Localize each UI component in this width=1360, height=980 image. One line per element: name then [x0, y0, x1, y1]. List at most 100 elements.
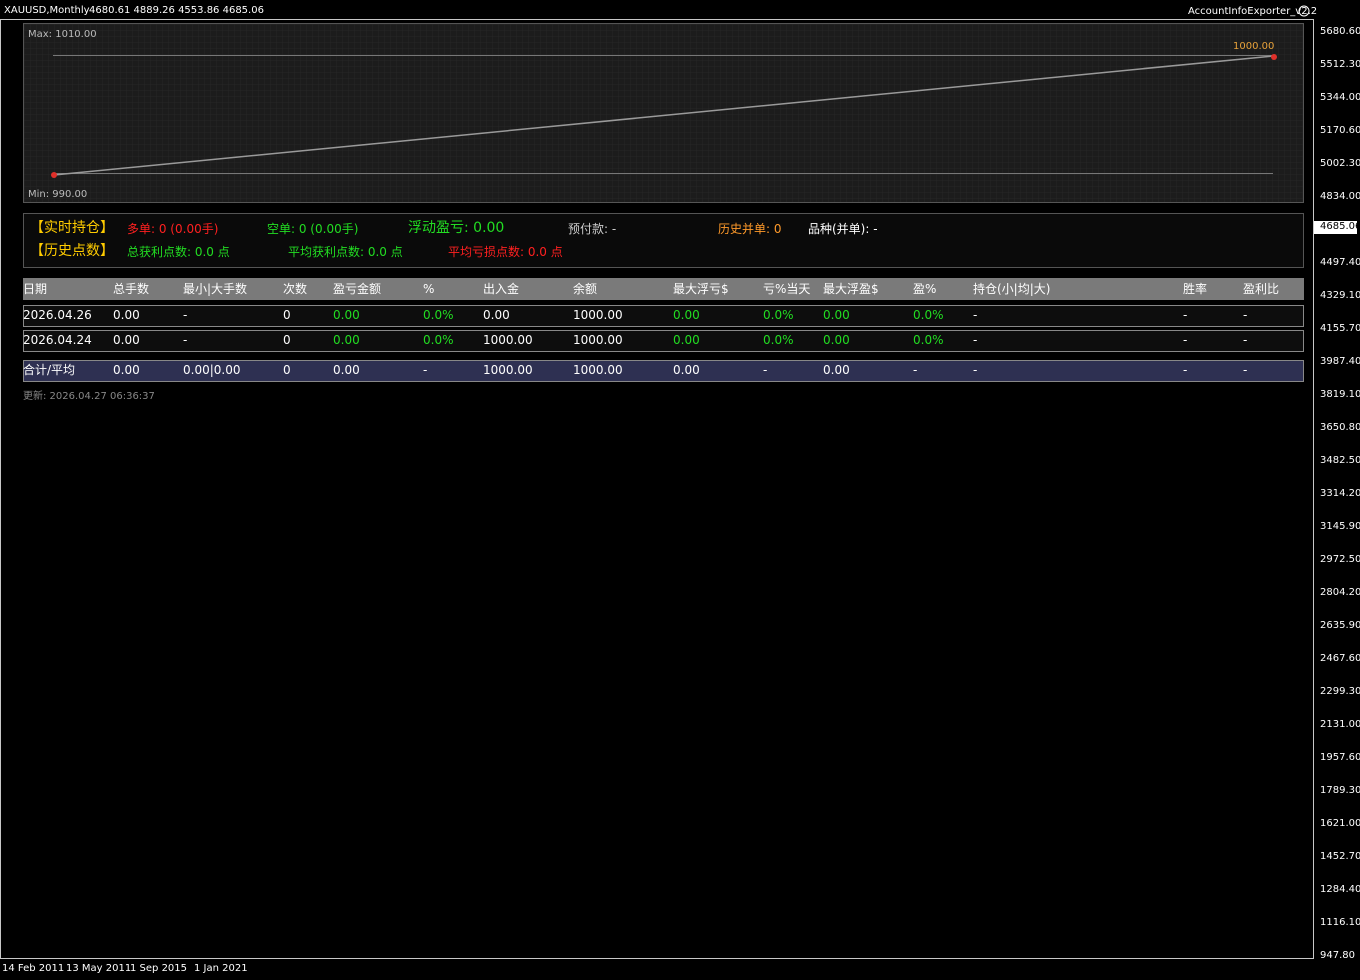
column-header: 次数 — [283, 282, 308, 296]
column-header: % — [423, 282, 435, 296]
table-cell: 0.0% — [913, 333, 944, 347]
panel-item: 预付款: - — [568, 222, 617, 236]
table-cell: 0.0% — [423, 308, 454, 322]
time-label: 13 May 2011 — [66, 963, 132, 974]
price-label: 947.80 — [1320, 950, 1355, 961]
equity-max: Max: 1010.00 — [28, 29, 97, 40]
total-cell: 0.00 — [333, 363, 360, 377]
price-label: 5512.30 — [1320, 59, 1360, 70]
price-label: 1452.70 — [1320, 851, 1360, 862]
table-header-bg — [23, 278, 1304, 300]
column-header: 最大浮盈$ — [823, 282, 879, 296]
table-cell: 0.0% — [763, 308, 794, 322]
price-label: 4834.00 — [1320, 191, 1360, 202]
panel-item: 【实时持仓】 — [30, 220, 114, 236]
equity-start-point — [51, 172, 57, 178]
smiley-icon — [1298, 5, 1310, 17]
total-cell: - — [1183, 363, 1188, 377]
total-cell: 1000.00 — [573, 363, 623, 377]
price-label: 1789.30 — [1320, 785, 1360, 796]
price-label: 5002.30 — [1320, 158, 1360, 169]
indicator-name: AccountInfoExporter_v2.2 — [1188, 6, 1318, 17]
column-header: 胜率 — [1183, 282, 1208, 296]
panel-item: 平均获利点数: 0.0 点 — [288, 245, 403, 259]
table-cell: 0 — [283, 308, 291, 322]
table-cell: 0.0% — [763, 333, 794, 347]
total-cell: - — [913, 363, 918, 377]
table-cell: - — [1243, 333, 1248, 347]
total-row-bg — [23, 360, 1304, 382]
price-label: 2635.90 — [1320, 620, 1360, 631]
symbol-label: XAUUSD,Monthly — [4, 5, 90, 16]
row-bg — [23, 330, 1304, 352]
total-cell: 0.00 — [823, 363, 850, 377]
total-cell: - — [763, 363, 768, 377]
equity-min: Min: 990.00 — [28, 189, 88, 200]
table-cell: 0.00 — [823, 308, 850, 322]
table-cell: 0.00 — [333, 333, 360, 347]
price-label: 4497.40 — [1320, 257, 1360, 268]
column-header: 盈% — [913, 282, 937, 296]
column-header: 盈亏金额 — [333, 282, 382, 296]
update-time: 更新: 2026.04.27 06:36:37 — [23, 391, 155, 402]
column-header: 总手数 — [113, 282, 150, 296]
panel-item: 平均亏损点数: 0.0 点 — [448, 245, 563, 259]
panel-item: 总获利点数: 0.0 点 — [127, 245, 230, 259]
column-header: 日期 — [23, 282, 48, 296]
row-bg — [23, 305, 1304, 327]
price-label: 2804.20 — [1320, 587, 1360, 598]
column-header: 盈利比 — [1243, 282, 1280, 296]
table-cell: 0.0% — [913, 308, 944, 322]
table-cell: 0 — [283, 333, 291, 347]
table-cell: - — [183, 333, 188, 347]
total-cell: 0.00|0.00 — [183, 363, 241, 377]
price-label: 1957.60 — [1320, 752, 1360, 763]
table-cell: 0.00 — [823, 333, 850, 347]
price-label: 3482.50 — [1320, 455, 1360, 466]
price-label: 5344.00 — [1320, 92, 1360, 103]
time-label: 14 Feb 2011 — [2, 963, 65, 974]
column-header: 最大浮亏$ — [673, 282, 729, 296]
table-cell: 0.00 — [483, 308, 510, 322]
table-cell: - — [1183, 308, 1188, 322]
price-label: 1284.40 — [1320, 884, 1360, 895]
total-cell: 1000.00 — [483, 363, 533, 377]
price-label: 2299.30 — [1320, 686, 1360, 697]
table-cell: 2026.04.24 — [23, 333, 92, 347]
chart-border — [0, 19, 1314, 959]
time-label: 1 Jan 2021 — [194, 963, 248, 974]
ohlc-label: 4680.61 4889.26 4553.86 4685.06 — [89, 5, 264, 16]
price-label: 3650.80 — [1320, 422, 1360, 433]
table-cell: 0.00 — [113, 308, 140, 322]
panel-item: 浮动盈亏: 0.00 — [408, 220, 505, 236]
table-cell: 2026.04.26 — [23, 308, 92, 322]
price-label: 5170.60 — [1320, 125, 1360, 136]
price-label: 2467.60 — [1320, 653, 1360, 664]
panel-item: 多单: 0 (0.00手) — [127, 222, 219, 236]
table-cell: 0.00 — [113, 333, 140, 347]
equity-box — [23, 23, 1304, 203]
equity-line — [53, 55, 1274, 176]
price-label: 1116.10 — [1320, 917, 1360, 928]
total-cell: 0 — [283, 363, 291, 377]
price-label: 4329.10 — [1320, 290, 1360, 301]
total-cell: - — [423, 363, 428, 377]
table-cell: - — [1243, 308, 1248, 322]
total-cell: 0.00 — [673, 363, 700, 377]
column-header: 最小|大手数 — [183, 282, 248, 296]
total-cell: 0.00 — [113, 363, 140, 377]
price-label: 2131.00 — [1320, 719, 1360, 730]
price-label: 1621.00 — [1320, 818, 1360, 829]
price-label: 3987.40 — [1320, 356, 1360, 367]
table-cell: - — [183, 308, 188, 322]
price-label: 3145.90 — [1320, 521, 1360, 532]
total-cell: 合计/平均 — [23, 363, 76, 377]
price-label: 5680.60 — [1320, 26, 1360, 37]
table-cell: 0.0% — [423, 333, 454, 347]
column-header: 余额 — [573, 282, 598, 296]
table-cell: 0.00 — [333, 308, 360, 322]
table-cell: 1000.00 — [573, 308, 623, 322]
price-label: 4155.70 — [1320, 323, 1360, 334]
